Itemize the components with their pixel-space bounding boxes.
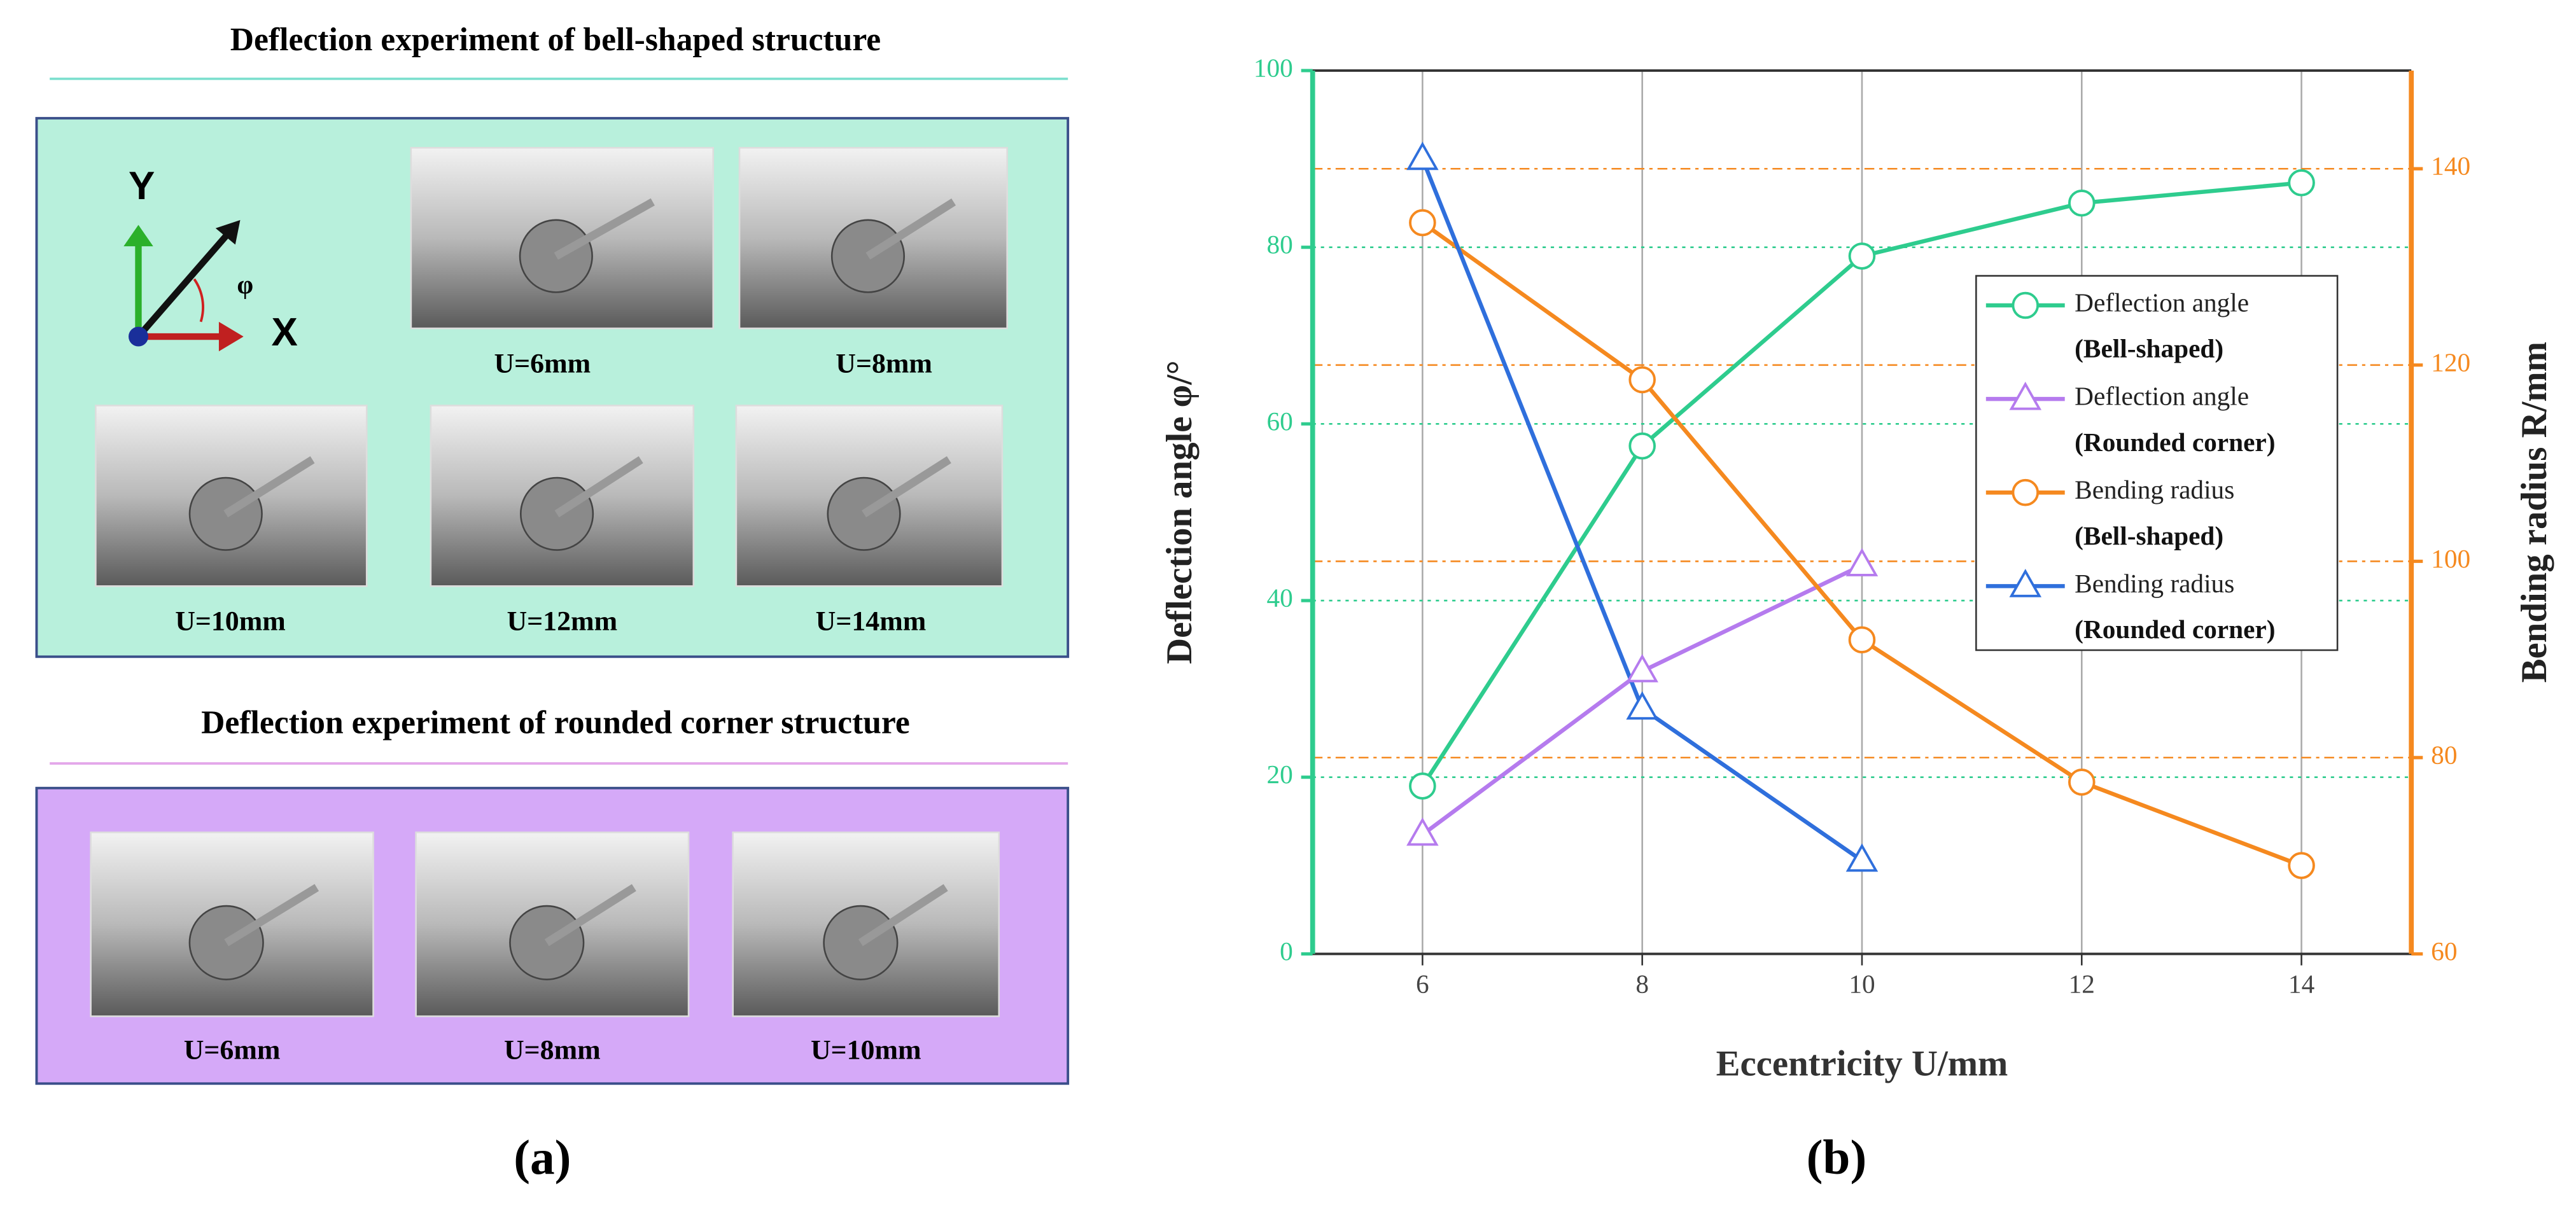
legend-label: Bending radius	[2075, 475, 2234, 504]
photo-detail	[223, 456, 315, 518]
photo-label: U=12mm	[507, 606, 618, 637]
marker	[1409, 209, 1436, 237]
marker	[2068, 768, 2096, 796]
legend-label: Deflection angle	[2075, 288, 2249, 317]
x-tick-label: 8	[1635, 969, 1649, 998]
section-title: Deflection experiment of rounded corner …	[201, 705, 910, 741]
marker	[2288, 852, 2315, 879]
photo-detail	[858, 884, 948, 947]
marker	[1406, 817, 1439, 846]
x-tick-label: 12	[2069, 969, 2095, 998]
y-axis-label: Deflection angle φ/°	[1159, 360, 1200, 664]
y-tick-label: 80	[1266, 230, 1292, 259]
marker	[1406, 141, 1439, 170]
marker	[1845, 548, 1879, 576]
panel-label: (b)	[1807, 1130, 1867, 1185]
x-axis-label: Eccentricity U/mm	[1716, 1044, 2008, 1084]
y2-tick-label: 60	[2431, 936, 2457, 966]
axis-icon-label: Y	[129, 164, 155, 208]
photo-label: U=6mm	[494, 349, 591, 379]
axes-icon: Y X φ	[123, 164, 298, 354]
section-title: Deflection experiment of bell-shaped str…	[230, 22, 881, 58]
photo-label: U=8mm	[504, 1034, 601, 1065]
marker	[1628, 432, 1656, 460]
marker	[1848, 626, 1876, 654]
legend-marker	[2012, 291, 2040, 319]
legend-marker	[2012, 478, 2040, 506]
legend-marker	[2009, 381, 2042, 410]
legend-marker	[2009, 569, 2042, 597]
photo-detail	[224, 884, 319, 947]
x-tick-label: 6	[1416, 969, 1429, 998]
photo-detail	[862, 456, 951, 518]
legend-sublabel: (Rounded corner)	[2075, 615, 2275, 644]
y2-tick-label: 80	[2431, 740, 2457, 769]
marker	[2068, 189, 2096, 217]
y2-tick-label: 140	[2431, 151, 2470, 181]
legend-label: Deflection angle	[2075, 382, 2249, 411]
axis-icon-label: φ	[237, 270, 253, 299]
y2-tick-label: 100	[2431, 544, 2470, 573]
legend-sublabel: (Bell-shaped)	[2075, 334, 2223, 364]
x-tick-label: 14	[2288, 969, 2314, 998]
photo-detail	[544, 884, 636, 947]
photo-label: U=10mm	[811, 1034, 921, 1065]
panel-label: (a)	[514, 1130, 571, 1185]
legend-label: Bending radius	[2075, 569, 2234, 598]
photo-label: U=10mm	[175, 606, 286, 637]
marker	[1626, 691, 1658, 720]
y-tick-label: 60	[1266, 407, 1292, 436]
marker	[1845, 843, 1879, 872]
photo-detail	[554, 198, 655, 260]
y2-tick-label: 120	[2431, 347, 2470, 377]
legend-box	[1975, 275, 2339, 651]
marker	[1628, 366, 1656, 394]
photo-label: U=14mm	[816, 606, 927, 637]
legend-sublabel: (Rounded corner)	[2075, 428, 2275, 457]
photo-label: U=6mm	[184, 1034, 281, 1065]
axis-icon-label: X	[272, 310, 298, 354]
marker	[1848, 242, 1876, 270]
photo-detail	[554, 456, 643, 518]
y-tick-label: 40	[1266, 583, 1292, 613]
marker	[1626, 653, 1658, 683]
photo-detail	[865, 198, 956, 260]
marker	[1409, 772, 1436, 800]
marker	[2288, 169, 2315, 197]
x-tick-label: 10	[1849, 969, 1875, 998]
y2-axis-label: Bending radius R/mm	[2514, 342, 2554, 683]
legend-sublabel: (Bell-shaped)	[2075, 521, 2223, 551]
y-tick-label: 20	[1266, 760, 1292, 789]
y-tick-label: 100	[1254, 53, 1293, 82]
y-tick-label: 0	[1280, 936, 1293, 966]
photo-label: U=8mm	[836, 349, 932, 379]
photo-detail	[188, 905, 264, 980]
